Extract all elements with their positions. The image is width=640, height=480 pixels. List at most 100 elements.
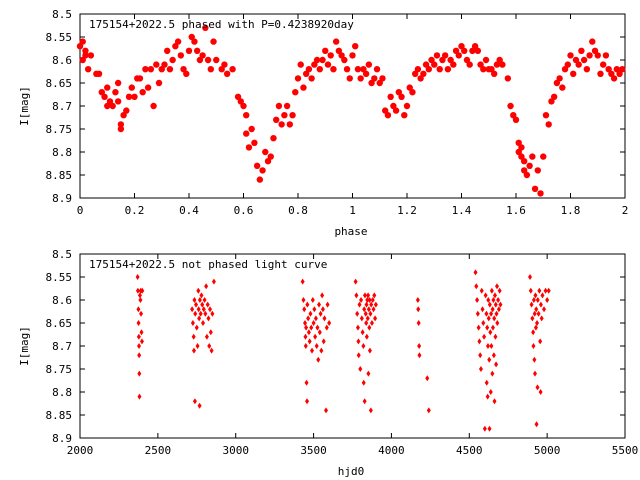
unphased-data-point: [357, 301, 362, 308]
phased-data-point: [169, 56, 176, 64]
phased-data-point: [471, 43, 479, 50]
phased-data-point: [229, 66, 236, 73]
phased-data-point: [572, 56, 580, 64]
unphased-data-point: [356, 338, 361, 345]
phased-data-point: [526, 162, 533, 169]
unphased-data-point: [531, 329, 536, 336]
unphased-data-point: [302, 306, 307, 313]
unphased-data-point: [139, 329, 144, 336]
unphased-data-point: [484, 310, 489, 317]
phased-data-point: [360, 66, 367, 73]
phased-data-point: [608, 70, 615, 78]
phased-data-point: [136, 75, 144, 82]
unphased-data-point: [211, 278, 216, 285]
unphased-data-point: [309, 324, 314, 331]
phased-x-tick-label: 1.6: [506, 204, 526, 217]
phased-data-point: [414, 66, 422, 73]
unphased-data-point: [531, 297, 536, 303]
unphased-data-point: [201, 306, 206, 313]
unphased-data-point: [363, 310, 368, 317]
phased-data-point: [466, 61, 473, 68]
unphased-data-point: [534, 421, 539, 428]
unphased-data-point: [475, 310, 480, 317]
phased-data-point: [376, 79, 383, 87]
unphased-data-point: [370, 297, 375, 303]
unphased-data-point: [494, 361, 499, 368]
unphased-data-point: [306, 315, 311, 322]
phased-data-point: [564, 61, 571, 68]
phased-data-point: [482, 56, 490, 64]
phased-data-point: [379, 75, 386, 82]
unphased-data-point: [361, 379, 366, 386]
phased-data-point: [297, 61, 304, 68]
unphased-data-point: [492, 292, 497, 299]
phased-y-tick-labels: 8.5 8.55 8.6 8.65 8.7 8.75 8.8 8.85 8.9: [46, 8, 73, 205]
phased-data-point: [580, 56, 588, 64]
phased-data-point: [583, 66, 591, 73]
phased-data-point: [120, 112, 127, 119]
unphased-data-point: [195, 343, 200, 349]
phased-data-point: [433, 52, 441, 59]
unphased-data-point: [194, 301, 199, 308]
phased-data-point: [567, 52, 574, 59]
phased-data-point: [292, 89, 299, 96]
unphased-data-point: [540, 292, 545, 299]
unphased-data-point: [536, 310, 541, 317]
unphased-data-point: [535, 384, 540, 391]
unphased-data-point: [496, 306, 501, 313]
phased-data-point: [251, 139, 258, 146]
phased-data-point: [537, 190, 544, 197]
unphased-data-point: [310, 297, 315, 303]
unphased-data-point: [206, 315, 211, 322]
unphased-data-point: [477, 338, 482, 345]
unphased-data-point: [308, 310, 313, 317]
unphased-data-point: [487, 301, 492, 308]
phased-data-point: [352, 43, 359, 50]
unphased-data-point: [197, 315, 202, 322]
unphased-y-tick-label: 8.65: [46, 317, 73, 330]
phased-data-point: [510, 112, 517, 119]
unphased-data-point: [197, 402, 202, 409]
unphased-data-point: [192, 398, 197, 405]
phased-data-point: [362, 70, 370, 78]
phased-x-tick-label: 1.4: [452, 204, 472, 217]
phased-data-point: [193, 47, 201, 54]
unphased-data-point: [362, 292, 367, 299]
unphased-data-point: [315, 324, 320, 331]
unphased-data-point: [368, 407, 373, 414]
phased-data-point: [223, 70, 231, 78]
unphased-data-point: [492, 315, 497, 322]
phased-data-point: [294, 75, 302, 82]
phased-y-tick-label: 8.8: [52, 146, 72, 159]
unphased-data-point: [368, 310, 373, 317]
phased-data-point: [101, 93, 108, 101]
phased-data-point: [341, 56, 348, 64]
phased-data-point: [531, 185, 539, 192]
unphased-data-point: [364, 320, 369, 326]
unphased-data-point: [140, 287, 145, 294]
phased-data-point: [477, 61, 484, 68]
unphased-data-point: [490, 324, 495, 331]
phased-data-point: [322, 47, 329, 54]
unphased-data-point: [304, 379, 309, 386]
phased-data-point: [452, 47, 460, 54]
phased-data-point: [458, 43, 465, 50]
unphased-data-point: [203, 310, 208, 317]
unphased-data-point: [485, 343, 490, 349]
unphased-data-point: [498, 301, 503, 308]
phased-data-point: [180, 66, 187, 73]
unphased-data-point: [316, 356, 321, 363]
unphased-data-point: [317, 329, 322, 336]
unphased-data-point: [417, 352, 422, 359]
phased-data-point: [240, 102, 247, 110]
unphased-data-point: [476, 324, 481, 331]
phased-data-point: [480, 66, 487, 73]
unphased-data-point: [538, 338, 543, 345]
phased-x-tick-label: 0.6: [234, 204, 254, 217]
phased-data-point: [210, 38, 217, 45]
phased-data-point: [518, 153, 525, 160]
phased-data-point: [439, 56, 446, 64]
unphased-data-point: [473, 269, 478, 276]
unphased-data-point: [139, 310, 144, 317]
phased-x-tick-labels: 0 0.2 0.4 0.6 0.8 1 1.2 1.4 1.6 1.8 2: [77, 204, 629, 217]
